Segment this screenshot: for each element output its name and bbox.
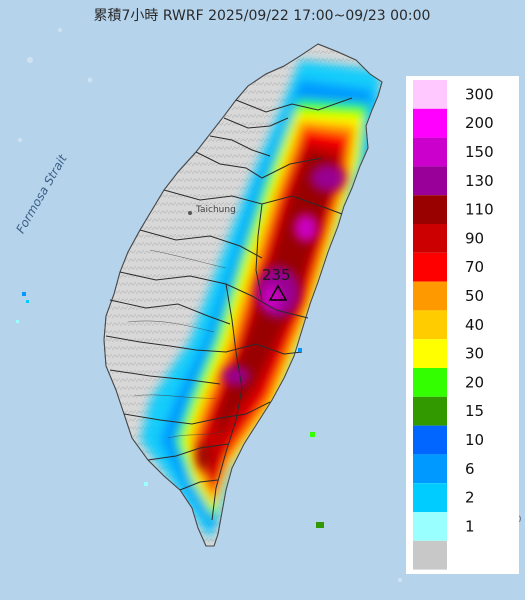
legend-label-2: 2 <box>465 489 475 507</box>
legend-swatch-50 <box>413 281 447 311</box>
legend-label-40: 40 <box>465 316 484 334</box>
legend-label-50: 50 <box>465 287 484 305</box>
taichung-marker <box>188 211 192 215</box>
legend-swatch-none <box>413 540 447 570</box>
legend-label-1: 1 <box>465 517 475 535</box>
legend-swatch-15 <box>413 396 447 426</box>
legend-swatch-40 <box>413 310 447 340</box>
rain-core-sw <box>196 442 212 470</box>
rain-core-south <box>222 366 250 386</box>
legend-swatch-150 <box>413 137 447 167</box>
legend-swatch-130 <box>413 166 447 196</box>
legend-swatch-200 <box>413 108 447 138</box>
legend-label-200: 200 <box>465 114 494 132</box>
legend-swatch-300 <box>413 80 447 109</box>
county-boundaries <box>105 97 353 521</box>
legend-label-110: 110 <box>465 201 494 219</box>
legend-label-300: 300 <box>465 85 494 103</box>
legend-label-70: 70 <box>465 258 484 276</box>
legend-label-90: 90 <box>465 229 484 247</box>
legend-swatch-30 <box>413 339 447 368</box>
map-title: 累積7小時 RWRF 2025/09/22 17:00~09/23 00:00 <box>94 8 431 24</box>
max-rainfall-label: 235 <box>262 266 291 284</box>
legend-label-10: 10 <box>465 431 484 449</box>
legend-swatch-110 <box>413 195 447 224</box>
legend-swatch-70 <box>413 252 447 282</box>
rainfall-layers <box>140 60 380 540</box>
rivers <box>127 249 227 439</box>
legend-swatch-10 <box>413 425 447 455</box>
legend-swatches <box>413 80 447 570</box>
legend-swatch-6 <box>413 454 447 484</box>
legend-label-15: 15 <box>465 402 484 420</box>
legend-label-150: 150 <box>465 143 494 161</box>
taichung-label: Taichung <box>195 205 236 215</box>
legend-label-30: 30 <box>465 345 484 363</box>
legend-swatch-1 <box>413 512 447 541</box>
legend-label-130: 130 <box>465 172 494 190</box>
legend-labels: 300 200 150 130 110 90 70 50 40 30 20 15 10 6 2 1 <box>465 85 494 535</box>
legend-label-20: 20 <box>465 373 484 391</box>
max-rainfall-triangle-icon <box>268 284 288 301</box>
rain-core-north <box>310 164 346 192</box>
rain-core-mid <box>294 214 318 242</box>
legend-swatch-90 <box>413 224 447 253</box>
legend-swatch-20 <box>413 368 447 397</box>
rainfall-legend: 300 200 150 130 110 90 70 50 40 30 20 15 10 6 2 1 <box>406 76 519 574</box>
offshore-rain-points <box>16 292 324 528</box>
legend-swatch-2 <box>413 483 447 512</box>
legend-label-6: 6 <box>465 460 475 478</box>
